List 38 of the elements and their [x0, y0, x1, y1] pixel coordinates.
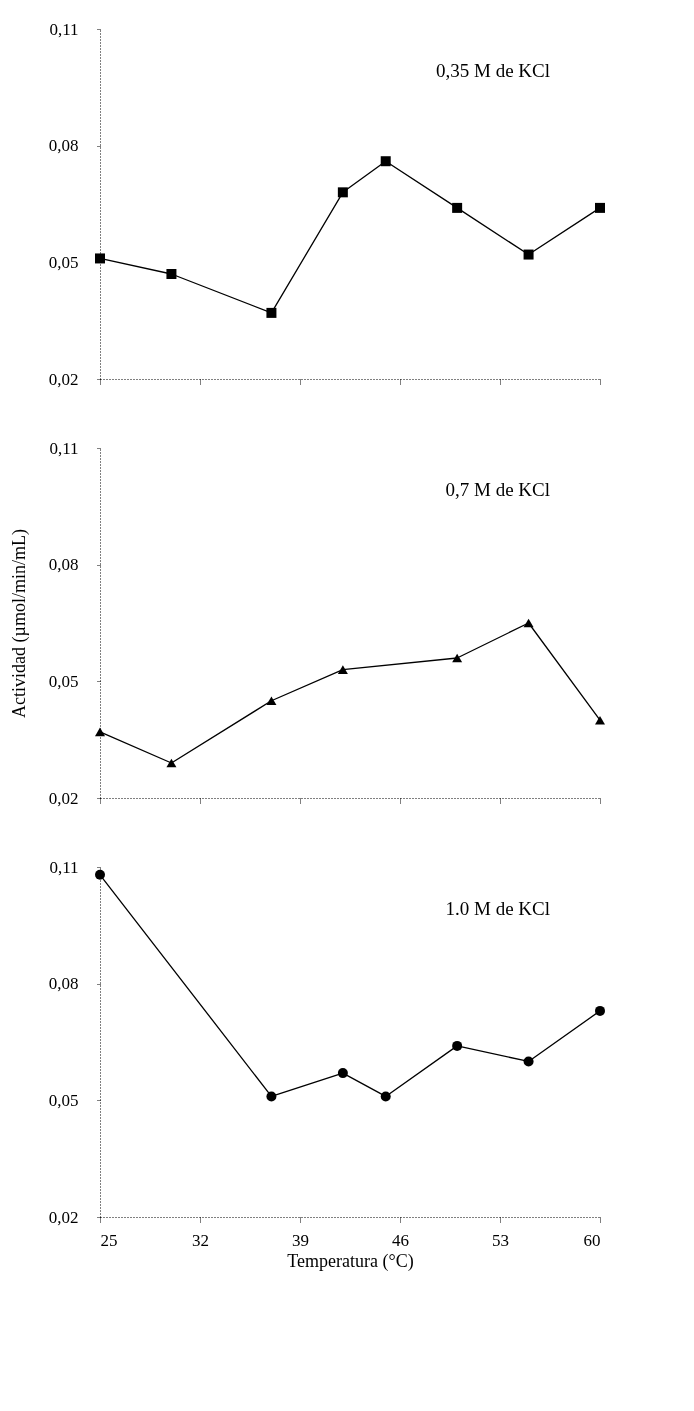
point: [266, 696, 277, 706]
point: [166, 758, 177, 768]
point: [95, 253, 105, 264]
point: [266, 307, 277, 318]
y-tick-label: 0,11: [49, 438, 79, 458]
y-tick-label: 0,11: [49, 19, 79, 39]
point: [452, 653, 463, 663]
point: [595, 202, 605, 213]
annotation: 0,7 M de KCl: [445, 479, 550, 500]
y-tick-label: 0,02: [48, 788, 79, 808]
point: [523, 618, 534, 628]
x-tick-label: 25: [100, 1230, 118, 1250]
x-tick-label: 46: [392, 1230, 409, 1250]
y-tick-label: 0,02: [48, 1207, 79, 1227]
x-tick-label: 53: [492, 1230, 509, 1250]
x-tick-label: 60: [583, 1230, 601, 1250]
point: [95, 727, 105, 737]
y-tick-label: 0,05: [48, 1090, 79, 1110]
point: [380, 156, 391, 167]
point: [166, 269, 177, 279]
y-tick-label: 0,08: [48, 974, 79, 994]
x-tick-label: 32: [192, 1230, 209, 1250]
y-tick-label: 0,11: [49, 857, 79, 877]
point: [337, 665, 348, 674]
point: [523, 249, 534, 260]
y-tick-label: 0,05: [48, 252, 79, 272]
y-tick-label: 0,05: [48, 671, 79, 691]
y-tick-label: 0,08: [48, 136, 79, 156]
x-axis-title: Temperatura (°C): [287, 1250, 414, 1272]
annotation: 0,35 M de KCl: [436, 60, 550, 81]
annotation: 1.0 M de KCl: [445, 898, 550, 919]
point: [337, 187, 348, 198]
y-axis-title: Actividad (µmol/min/mL): [8, 529, 30, 718]
x-tick-label: 39: [292, 1230, 309, 1250]
y-tick-label: 0,02: [48, 369, 79, 389]
point: [595, 715, 605, 725]
y-tick-label: 0,08: [48, 555, 79, 575]
point: [452, 202, 463, 213]
